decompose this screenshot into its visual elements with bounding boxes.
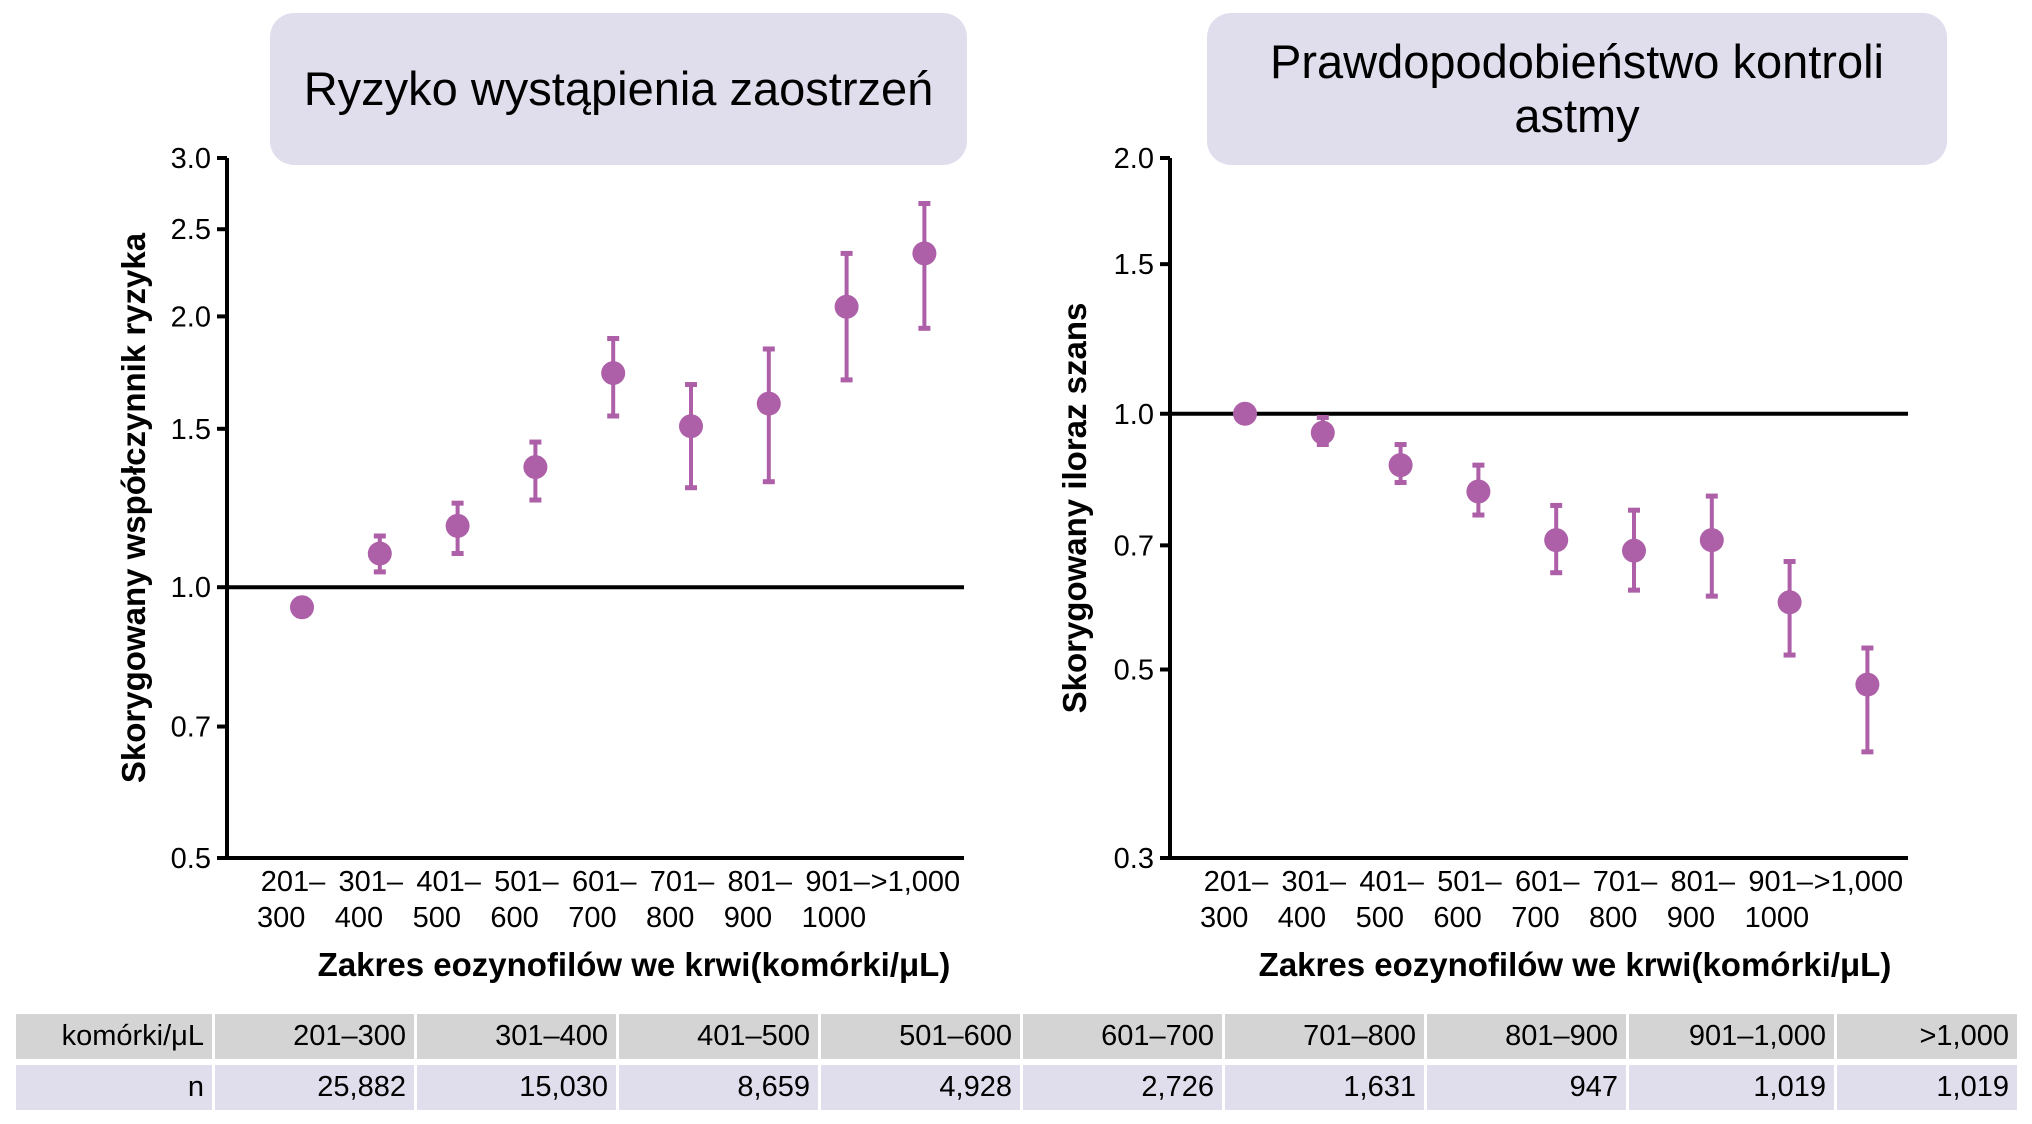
left-x-tick-label: 201– [261, 866, 326, 898]
right-x-tick-label: 900 [1667, 902, 1715, 934]
right-y-tick-label: 0.7 [1114, 530, 1154, 562]
table-cell: 15,030 [417, 1065, 616, 1110]
right-data-point [1699, 528, 1724, 553]
right-x-tick-label: >1,000 [1814, 866, 1904, 898]
table-cell: komórki/μL [16, 1014, 212, 1059]
table-cell: 1,019 [1837, 1065, 2017, 1110]
left-y-tick-label: 1.5 [171, 414, 211, 446]
table-cell: 501–600 [821, 1014, 1020, 1059]
left-data-point [756, 391, 781, 416]
left-chart-title-text: Ryzyko wystąpienia zaostrzeń [303, 61, 934, 115]
sample-size-table: komórki/μL 201–300 301–400 401–500 501–6… [13, 1008, 2020, 1116]
right-x-tick-label: 501– [1437, 866, 1502, 898]
right-data-point [1855, 672, 1880, 697]
table-cell: 8,659 [619, 1065, 818, 1110]
left-y-axis-title: Skorygowany współczynnik ryzyka [115, 232, 152, 783]
right-y-axis-title: Skorygowany iloraz szans [1056, 303, 1093, 714]
right-x-tick-label: 801– [1671, 866, 1736, 898]
table-cell: 301–400 [417, 1014, 616, 1059]
left-y-tick-label: 2.0 [171, 301, 211, 333]
left-x-tick-label: 801– [728, 866, 793, 898]
left-data-point [523, 455, 548, 480]
right-y-tick-label: 1.5 [1114, 249, 1154, 281]
left-x-tick-label: 600 [490, 902, 538, 934]
right-data-point [1777, 590, 1802, 615]
left-x-tick-label: 501– [494, 866, 559, 898]
left-y-tick-label: 0.7 [171, 712, 211, 744]
right-chart-title: Prawdopodobieństwo kontroli astmy [1207, 13, 1947, 165]
right-x-tick-label: 800 [1589, 902, 1637, 934]
left-x-axis-title: Zakres eozynofilów we krwi(komórki/μL) [318, 946, 951, 983]
right-x-tick-label: 600 [1433, 902, 1481, 934]
left-y-tick-label: 3.0 [171, 143, 211, 175]
left-x-tick-label: 300 [257, 902, 305, 934]
right-x-tick-label: 300 [1200, 902, 1248, 934]
left-data-point [601, 361, 626, 386]
right-data-point [1233, 401, 1257, 426]
table-cell: 901–1,000 [1629, 1014, 1834, 1059]
table-cell: 601–700 [1023, 1014, 1222, 1059]
table-cell: 801–900 [1427, 1014, 1626, 1059]
table-cell: 201–300 [215, 1014, 414, 1059]
left-x-tick-label: 500 [413, 902, 461, 934]
table-cell: 2,726 [1023, 1065, 1222, 1110]
table-cell: 401–500 [619, 1014, 818, 1059]
right-data-point [1622, 538, 1646, 563]
right-y-tick-label: 0.5 [1114, 655, 1154, 687]
right-data-point [1310, 420, 1335, 445]
right-x-tick-label: 700 [1511, 902, 1559, 934]
left-x-tick-label: 301– [339, 866, 404, 898]
right-x-tick-label: 201– [1204, 866, 1269, 898]
right-x-tick-label: 601– [1515, 866, 1580, 898]
right-y-tick-label: 1.0 [1114, 399, 1154, 431]
right-x-tick-label: 901– [1748, 866, 1813, 898]
left-data-point [912, 241, 937, 266]
table-cell: 701–800 [1225, 1014, 1424, 1059]
right-x-tick-label: 1000 [1745, 902, 1810, 934]
left-x-tick-label: 401– [416, 866, 481, 898]
right-x-tick-label: 701– [1593, 866, 1658, 898]
right-x-axis-title: Zakres eozynofilów we krwi(komórki/μL) [1259, 946, 1892, 983]
left-x-tick-label: 800 [646, 902, 694, 934]
left-x-tick-label: 1000 [802, 902, 867, 934]
left-data-point [367, 541, 392, 566]
left-x-tick-label: 400 [335, 902, 383, 934]
table-cell: 947 [1427, 1065, 1626, 1110]
right-x-tick-label: 400 [1278, 902, 1326, 934]
left-data-point [834, 294, 859, 319]
table-cell: >1,000 [1837, 1014, 2017, 1059]
right-data-point [1544, 528, 1569, 553]
left-x-tick-label: 900 [724, 902, 772, 934]
table-cell: 1,019 [1629, 1065, 1834, 1110]
left-data-point [445, 513, 470, 538]
right-y-tick-label: 2.0 [1114, 143, 1154, 175]
right-x-tick-label: 401– [1359, 866, 1424, 898]
table-n-row: n 25,882 15,030 8,659 4,928 2,726 1,631 … [16, 1065, 2017, 1110]
left-x-tick-label: 701– [650, 866, 715, 898]
table-cell: 4,928 [821, 1065, 1020, 1110]
left-x-tick-label: 601– [572, 866, 637, 898]
left-x-tick-label: >1,000 [871, 866, 961, 898]
right-x-tick-label: 301– [1282, 866, 1347, 898]
left-x-tick-label: 901– [805, 866, 870, 898]
right-data-point [1388, 453, 1413, 478]
right-y-tick-label: 0.3 [1114, 843, 1154, 875]
table-cell: 25,882 [215, 1065, 414, 1110]
right-x-tick-label: 500 [1356, 902, 1404, 934]
table-cell: 1,631 [1225, 1065, 1424, 1110]
left-y-tick-label: 1.0 [171, 572, 211, 604]
right-chart-title-text: Prawdopodobieństwo kontroli astmy [1270, 34, 1884, 142]
left-y-tick-label: 2.5 [171, 214, 211, 246]
left-data-point [679, 414, 703, 439]
charts-canvas: 0.5 0.7 1.0 1.5 2.0 2.5 3.0 Skorygowany współcz… [115, 143, 1908, 983]
left-data-point [290, 595, 314, 620]
left-chart-title: Ryzyko wystąpienia zaostrzeń [270, 13, 967, 165]
table-cell: n [16, 1065, 212, 1110]
left-x-tick-label: 700 [568, 902, 616, 934]
right-data-point [1466, 479, 1491, 504]
left-y-tick-label: 0.5 [171, 843, 211, 875]
table-header-row: komórki/μL 201–300 301–400 401–500 501–6… [16, 1014, 2017, 1059]
